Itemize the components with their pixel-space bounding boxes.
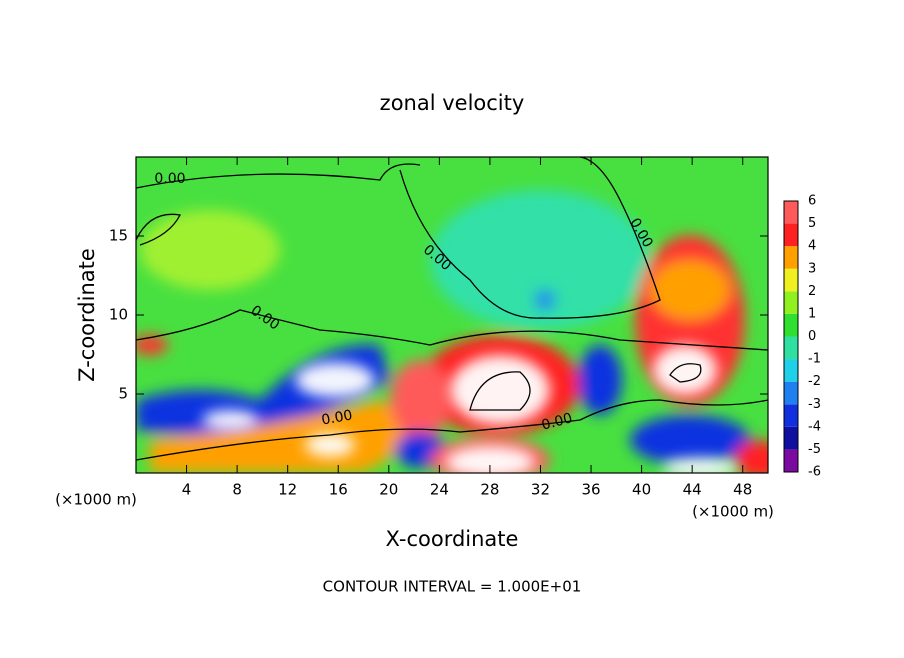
- colorbar-label: 0: [808, 329, 816, 344]
- y-axis-label: Z-coordinate: [75, 248, 99, 382]
- colorbar-label: -6: [808, 465, 821, 480]
- x-tick-label: 40: [632, 481, 651, 499]
- colorbar-segment: [784, 449, 798, 472]
- colorbar-label: -4: [808, 419, 821, 434]
- footer: CONTOUR INTERVAL = 1.000E+01: [323, 578, 582, 596]
- x-tick-label: 16: [329, 481, 348, 499]
- x-tick-label: 48: [733, 481, 752, 499]
- x-tick-label: 36: [581, 481, 600, 499]
- colorbar-segment: [784, 359, 798, 382]
- contour-label: 0.00: [320, 407, 353, 428]
- colorbar-frame: [783, 200, 799, 473]
- y-tick-label: 15: [109, 227, 128, 245]
- colorbar-segment: [784, 336, 798, 360]
- chart-title: zonal velocity: [380, 91, 525, 115]
- colorbar-segment: [784, 246, 798, 269]
- field: [136, 157, 768, 473]
- colorbar-segment: [784, 426, 798, 450]
- colorbar-segment: [784, 268, 798, 292]
- x-tick-label: 4: [182, 481, 192, 499]
- x-tick-label: 24: [430, 481, 449, 499]
- x-tick-label: 44: [683, 481, 702, 499]
- x-unit: (×1000 m): [692, 503, 774, 521]
- colorbar-segment: [784, 381, 798, 405]
- colorbar-label: 2: [808, 284, 816, 299]
- x-axis-label: X-coordinate: [386, 527, 519, 551]
- x-unit: (×1000 m): [55, 491, 137, 509]
- colorbar-segment: [784, 223, 798, 247]
- y-tick-label: 10: [109, 306, 128, 324]
- colorbar-label: 5: [808, 216, 816, 231]
- colorbar-label: -1: [808, 352, 821, 367]
- x-tick-label: 32: [531, 481, 550, 499]
- y-tick-label: 5: [118, 385, 128, 403]
- x-tick-label: 8: [232, 481, 242, 499]
- x-tick-label: 28: [480, 481, 499, 499]
- colorbar-label: -5: [808, 442, 821, 457]
- x-tick-label: 12: [278, 481, 297, 499]
- colorbar-segment: [784, 291, 798, 314]
- colorbar-label: 4: [808, 239, 816, 254]
- colorbar-label: 3: [808, 261, 816, 276]
- colorbar-label: -3: [808, 397, 821, 412]
- colorbar-label: 6: [808, 194, 816, 209]
- colorbar-label: -2: [808, 374, 821, 389]
- contour-label: 0.00: [540, 410, 574, 434]
- colorbar-segment: [784, 404, 798, 427]
- colorbar-label: 1: [808, 306, 816, 321]
- colorbar-segment: [784, 313, 798, 337]
- contour-label: 0.00: [154, 171, 185, 187]
- x-tick-label: 20: [379, 481, 398, 499]
- colorbar-segment: [784, 201, 798, 224]
